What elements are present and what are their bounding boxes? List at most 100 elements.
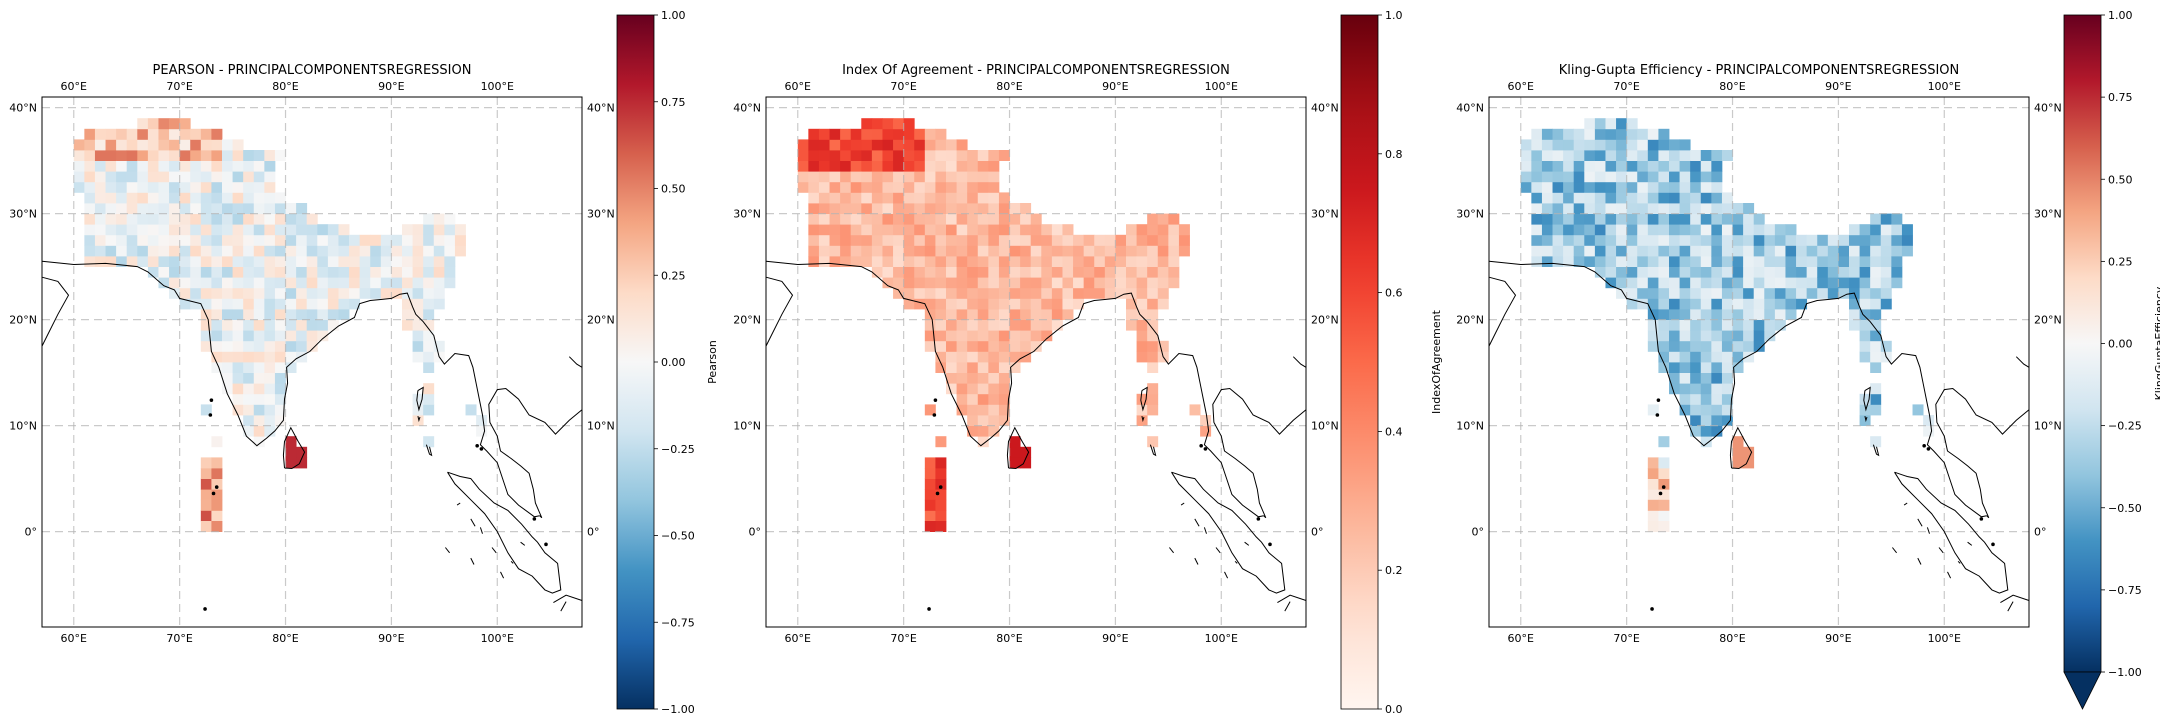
data-cell — [967, 319, 979, 331]
data-cell — [1136, 351, 1148, 363]
lon-tick-label-bottom: 100°E — [481, 632, 514, 645]
data-cell — [232, 266, 244, 278]
lon-tick-label-bottom: 80°E — [272, 632, 298, 645]
data-cell — [1901, 245, 1913, 257]
data-cell — [988, 298, 1000, 310]
data-cell — [1647, 277, 1659, 289]
lat-tick-label-left: 30°N — [1456, 208, 1484, 221]
coastline — [1224, 571, 1229, 579]
data-cell — [1094, 245, 1106, 257]
data-cell — [1679, 319, 1691, 331]
data-cell — [1806, 277, 1818, 289]
data-cell — [243, 425, 255, 437]
colorbar-tick-label: −0.50 — [2108, 502, 2142, 515]
data-cell — [1859, 287, 1871, 299]
island-dot — [1991, 542, 1995, 547]
data-cell — [243, 234, 255, 246]
data-cell — [861, 203, 873, 214]
data-cell — [317, 234, 329, 246]
data-cell — [1573, 224, 1585, 236]
data-cell — [850, 234, 862, 246]
island-dot — [1979, 517, 1984, 521]
data-cell — [327, 319, 339, 331]
data-cell — [126, 203, 138, 214]
data-cell — [137, 224, 149, 236]
data-cell — [967, 298, 979, 310]
data-cell — [1147, 213, 1159, 225]
data-cell — [1637, 150, 1649, 161]
data-cell — [924, 489, 936, 501]
data-cell — [1870, 330, 1882, 342]
data-cell — [924, 160, 936, 172]
data-cell — [211, 351, 223, 363]
data-cell — [190, 277, 202, 289]
data-cell — [1147, 362, 1159, 373]
data-cell — [1679, 245, 1691, 257]
data-cell — [253, 224, 265, 236]
data-cell — [914, 128, 926, 140]
data-cell — [903, 150, 915, 161]
data-cell — [914, 139, 926, 151]
data-cell — [988, 245, 1000, 257]
data-cell — [94, 192, 106, 204]
map-frame — [1488, 96, 2030, 628]
data-cell — [158, 277, 170, 289]
data-cell — [988, 404, 1000, 416]
data-cell — [1827, 287, 1839, 299]
data-cell — [1806, 234, 1818, 246]
data-cell — [264, 362, 276, 373]
coastline — [470, 518, 476, 527]
data-cell — [232, 245, 244, 257]
data-cell — [179, 181, 191, 193]
data-cell — [105, 171, 117, 183]
data-cell — [1200, 425, 1212, 437]
data-cell — [1721, 277, 1733, 289]
data-cell — [296, 266, 308, 278]
data-cell — [956, 203, 968, 214]
data-cell — [840, 203, 852, 214]
data-cell — [871, 139, 883, 151]
data-cell — [285, 436, 297, 448]
data-cell — [211, 266, 223, 278]
data-cell — [105, 139, 117, 151]
data-cell — [1817, 266, 1829, 278]
data-cell — [359, 234, 371, 246]
data-cell — [1573, 256, 1585, 267]
data-cell — [893, 234, 905, 246]
data-cell — [882, 213, 894, 225]
data-cell — [274, 234, 286, 246]
data-cell — [84, 245, 96, 257]
colorbar-tick-label: 0.0 — [1385, 703, 1403, 716]
data-cell — [274, 245, 286, 257]
island-dot — [214, 485, 219, 489]
coastline — [1863, 386, 1871, 412]
data-cell — [1647, 457, 1659, 469]
data-cell — [370, 266, 382, 278]
data-cell — [1690, 415, 1702, 426]
data-cell — [1679, 171, 1691, 183]
data-cell — [1647, 499, 1659, 511]
data-cell — [1658, 499, 1670, 511]
coastlines — [41, 260, 583, 612]
data-cell — [1658, 224, 1670, 236]
data-cell — [818, 245, 830, 257]
data-cell — [158, 203, 170, 214]
data-cell — [829, 245, 841, 257]
data-cell — [1859, 393, 1871, 405]
data-cell — [1870, 393, 1882, 405]
data-cell — [808, 203, 820, 214]
data-cell — [169, 245, 181, 257]
data-cell — [412, 234, 424, 246]
island-dot — [209, 398, 214, 402]
data-cell — [1104, 266, 1116, 278]
data-cell — [1700, 330, 1712, 342]
data-cell — [1647, 298, 1659, 310]
coastline — [1729, 426, 1753, 470]
data-cell — [956, 192, 968, 204]
lon-tick-label-bottom: 60°E — [785, 632, 811, 645]
colorbar-tick-label: −0.75 — [2108, 584, 2142, 597]
data-cell — [105, 181, 117, 193]
data-cell — [924, 298, 936, 310]
data-cell — [327, 224, 339, 236]
